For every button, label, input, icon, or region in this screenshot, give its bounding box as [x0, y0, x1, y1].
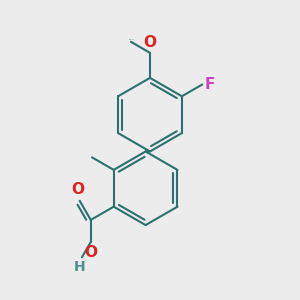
Text: O: O	[84, 245, 97, 260]
Text: O: O	[71, 182, 84, 197]
Text: H: H	[74, 260, 85, 274]
Text: O: O	[143, 35, 157, 50]
Text: methoxy: methoxy	[128, 39, 135, 40]
Text: F: F	[205, 77, 215, 92]
